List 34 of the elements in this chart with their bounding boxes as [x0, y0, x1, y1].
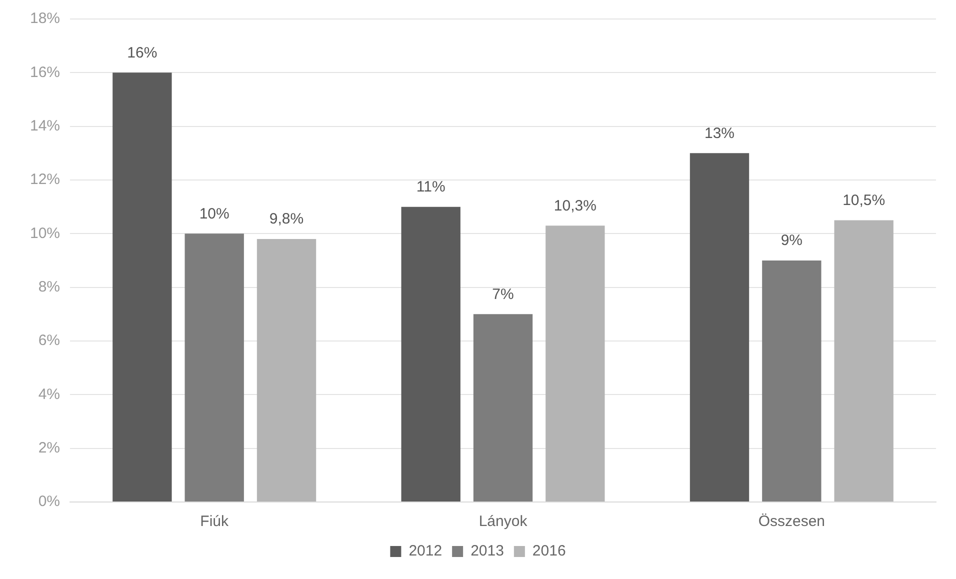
legend-label: 2012	[408, 542, 442, 560]
y-tick-label: 16%	[30, 64, 60, 81]
data-label: 13%	[704, 124, 735, 142]
x-tick-label: Fiúk	[200, 513, 230, 530]
y-tick-label: 0%	[38, 493, 60, 510]
y-tick-label: 14%	[30, 117, 60, 134]
y-tick-label: 18%	[30, 10, 60, 28]
y-tick-label: 8%	[38, 278, 60, 296]
data-label: 10,5%	[842, 192, 886, 209]
data-label: 7%	[492, 286, 514, 303]
bar	[762, 260, 822, 502]
bar	[473, 314, 533, 502]
y-tick-label: 2%	[38, 439, 60, 456]
bar	[184, 234, 244, 502]
y-tick-label: 12%	[30, 171, 60, 188]
data-label: 11%	[416, 178, 446, 196]
bar	[256, 239, 316, 502]
y-tick-label: 10%	[30, 224, 60, 242]
bar	[546, 226, 605, 502]
data-label: 16%	[127, 44, 158, 62]
bar	[690, 153, 750, 502]
data-label: 10%	[199, 205, 230, 222]
legend-label: 2016	[532, 542, 566, 560]
y-tick-label: 4%	[38, 386, 60, 403]
x-tick-label: Összesen	[758, 513, 826, 530]
data-label: 10,3%	[554, 197, 596, 214]
bar	[401, 206, 460, 502]
bar	[112, 72, 172, 502]
data-label: 9,8%	[269, 210, 304, 228]
data-label: 9%	[780, 232, 803, 250]
bar	[834, 220, 894, 502]
x-tick-label: Lányok	[478, 513, 528, 530]
y-tick-label: 6%	[38, 332, 60, 350]
legend-label: 2013	[470, 542, 504, 560]
